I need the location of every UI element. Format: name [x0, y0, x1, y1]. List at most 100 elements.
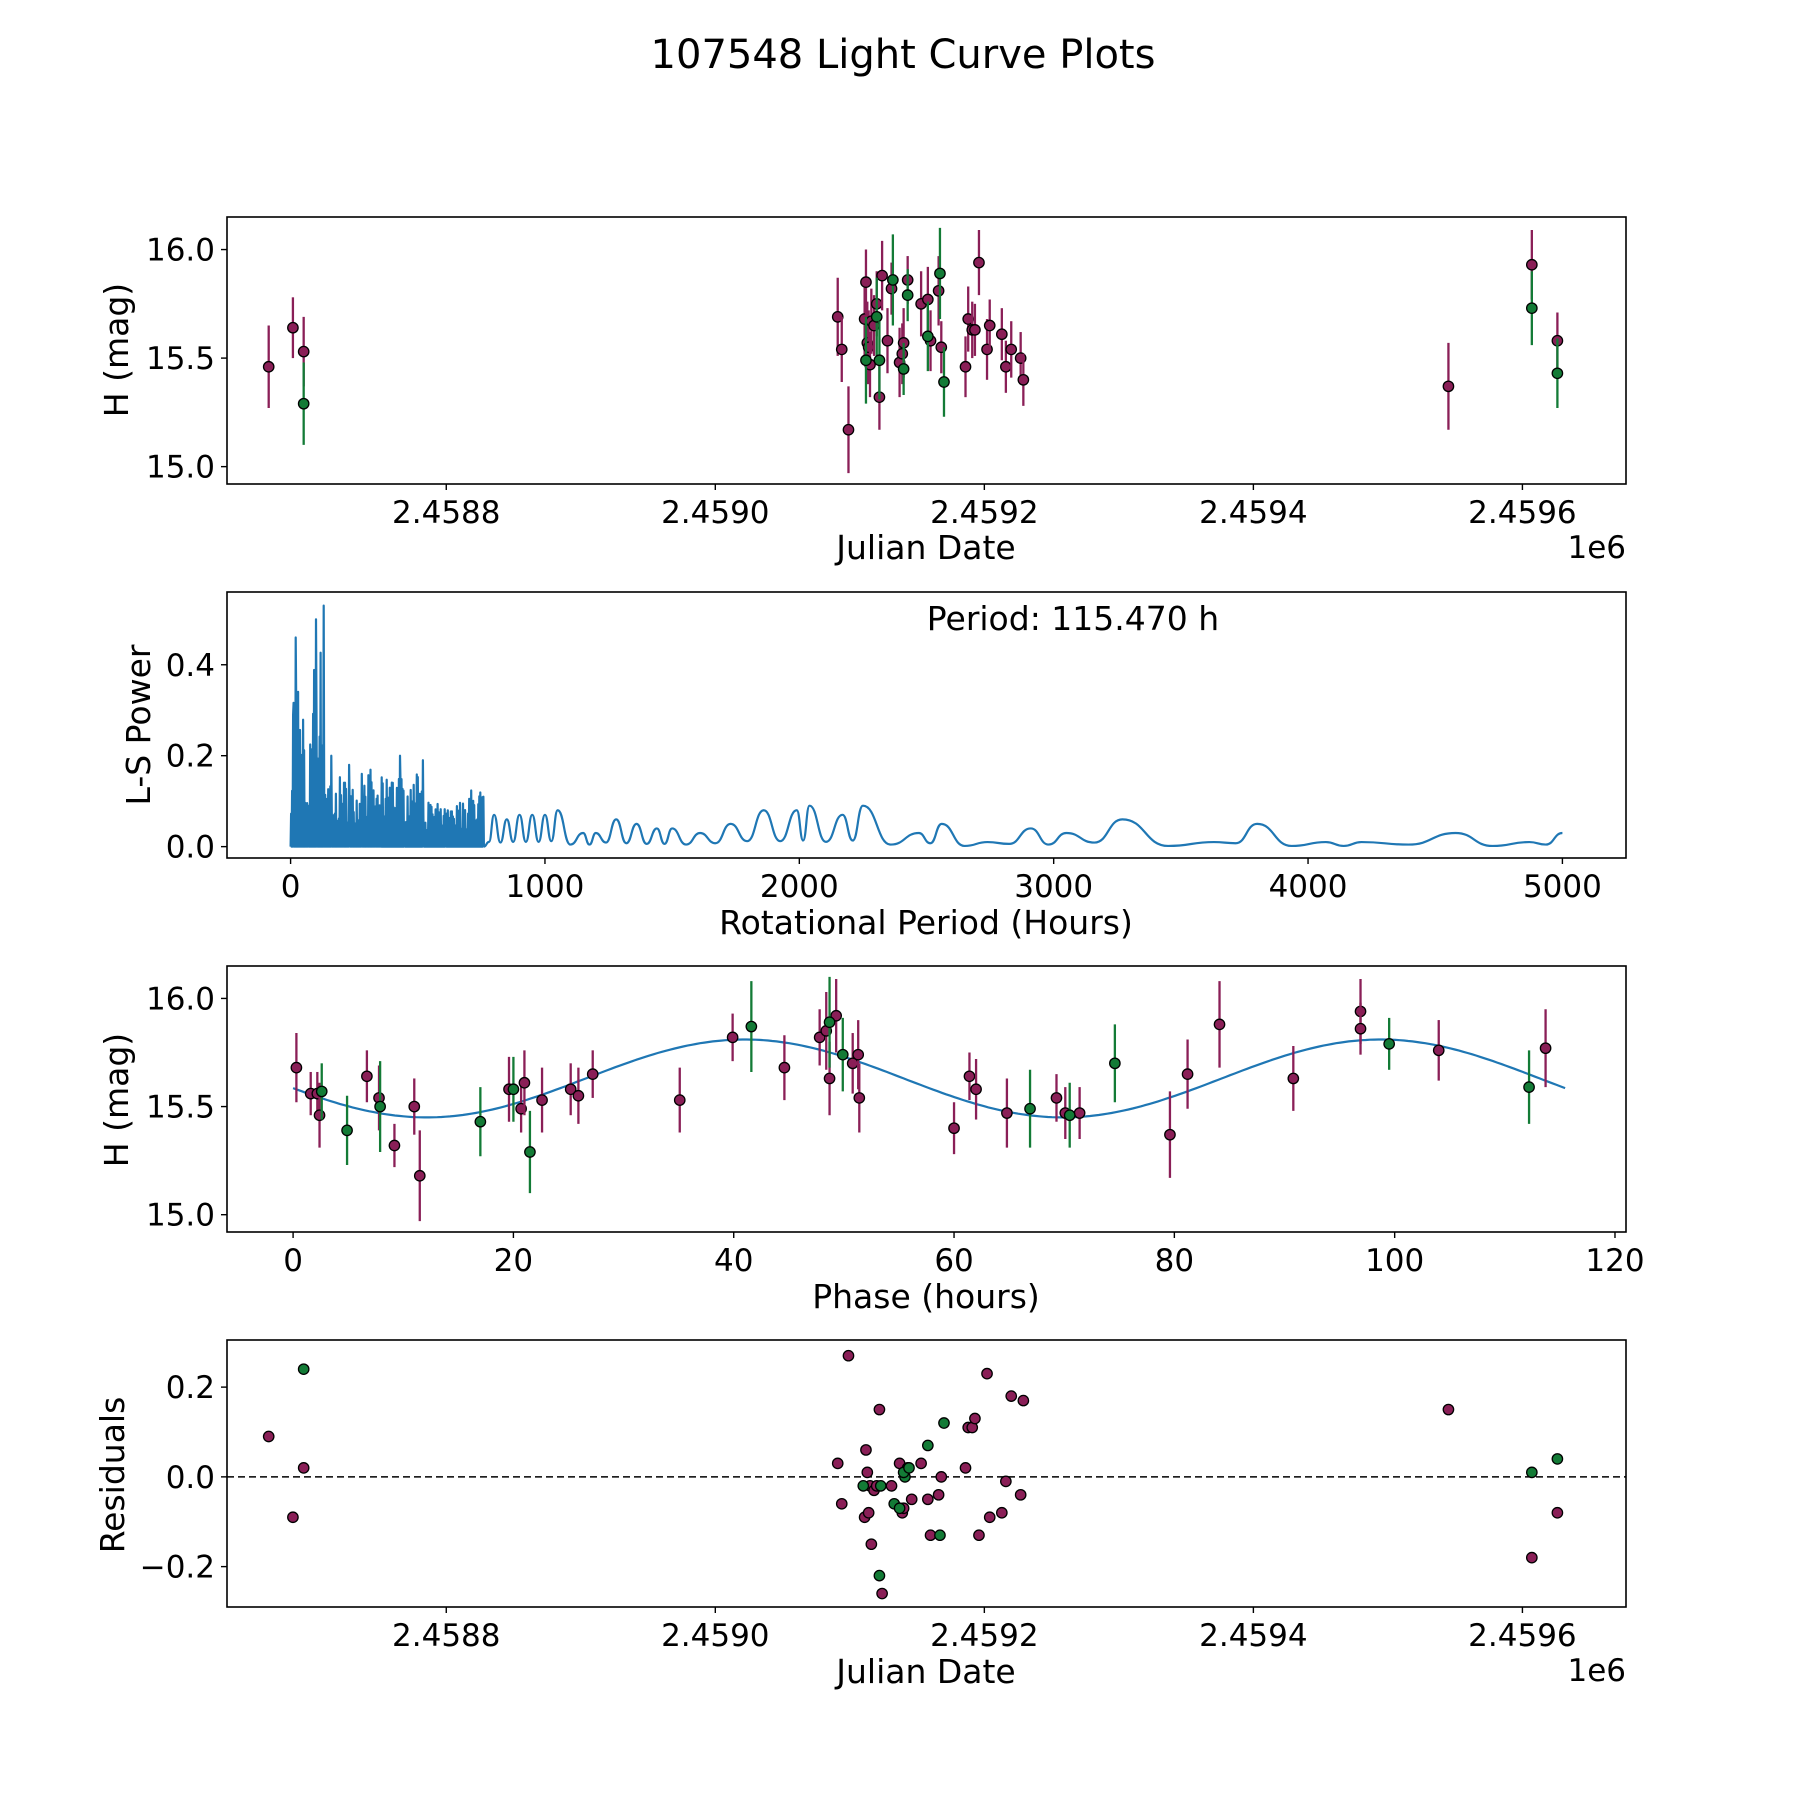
data-point-filter_b [1525, 302, 1538, 315]
data-point-filter_a [873, 1403, 886, 1416]
data-point-filter_b [1383, 1038, 1396, 1050]
phased-ylabel: H (mag) [97, 1033, 136, 1167]
data-point-filter_a [518, 1076, 531, 1089]
x-tick-label: 2.4592 [930, 495, 1038, 531]
data-point-filter_b [823, 1016, 836, 1029]
data-point-filter_b [873, 354, 886, 367]
x-tick-label: 0 [283, 1243, 303, 1279]
data-point-filter_a [915, 1457, 927, 1470]
data-point-filter_b [1525, 1466, 1538, 1479]
x-tick-label: 2000 [760, 869, 839, 905]
data-point-filter_a [262, 360, 275, 373]
y-tick-label: −0.2 [140, 1550, 215, 1586]
data-point-filter_a [860, 1444, 872, 1456]
data-point-filter_b [873, 1569, 886, 1582]
data-point-filter_a [853, 1092, 866, 1104]
y-tick-label: 15.5 [146, 341, 215, 377]
period-annotation: Period: 115.470 h [927, 599, 1219, 638]
data-point-filter_a [1014, 1488, 1027, 1501]
y-tick-label: 0.2 [166, 739, 215, 775]
data-point-filter_a [1213, 1018, 1226, 1031]
data-point-filter_a [962, 313, 975, 325]
data-point-filter_b [1109, 1057, 1121, 1070]
x-tick-label: 2.4588 [392, 1618, 500, 1654]
data-point-filter_b [745, 1020, 758, 1033]
data-point-filter_b [901, 289, 914, 301]
x-tick-label: 2.4594 [1199, 1618, 1307, 1654]
data-point-filter_a [1525, 258, 1538, 271]
data-point-filter_a [1354, 1022, 1367, 1035]
data-point-filter_b [934, 1529, 946, 1542]
data-point-filter_a [932, 1488, 945, 1501]
data-point-filter_b [921, 330, 934, 343]
data-point-filter_a [1000, 360, 1012, 373]
periodogram-xlabel: Rotational Period (Hours) [719, 903, 1133, 942]
data-point-filter_a [1005, 343, 1018, 356]
data-point-filter_a [932, 284, 945, 297]
panel-residuals: Julian Date Residuals 1e6 2.4588 2.4590 2.… [93, 1339, 1627, 1691]
data-point-filter_a [842, 423, 855, 436]
data-point-filter_b [1551, 1453, 1564, 1465]
x-tick-label: 1000 [506, 869, 585, 905]
y-tick-label: 16.0 [146, 981, 215, 1017]
data-point-filter_a [388, 1139, 401, 1152]
data-point-filter_b [938, 1417, 950, 1429]
data-point-filter_a [536, 1094, 548, 1106]
data-point-filter_b [893, 1502, 906, 1515]
data-point-filter_a [1551, 1506, 1564, 1519]
data-point-filter_b [524, 1146, 536, 1158]
data-point-filter_b [921, 1439, 934, 1452]
data-point-filter_a [969, 324, 981, 336]
y-tick-label: 0.0 [166, 830, 215, 866]
periodogram-ylabel: L-S Power [119, 644, 158, 805]
data-point-filter_b [474, 1115, 487, 1128]
data-point-filter_a [413, 1169, 426, 1182]
data-point-filter_a [1442, 380, 1455, 393]
figure-title: 107548 Light Curve Plots [651, 32, 1156, 78]
data-point-filter_a [408, 1100, 421, 1113]
data-point-filter_a [778, 1061, 791, 1074]
x-tick-label: 100 [1365, 1243, 1424, 1279]
data-point-filter_a [981, 1367, 993, 1380]
data-point-filter_a [297, 1462, 310, 1474]
phased-xlabel: Phase (hours) [812, 1277, 1040, 1316]
data-point-filter_a [1000, 1475, 1012, 1488]
model-curve [292, 1038, 1566, 1119]
data-point-filter_a [1073, 1107, 1086, 1119]
data-point-filter_a [297, 345, 310, 358]
y-tick-label: 15.5 [146, 1090, 215, 1126]
data-point-filter_a [361, 1070, 373, 1083]
y-tick-label: 0.2 [166, 1370, 215, 1406]
data-point-filter_a [963, 1070, 976, 1083]
data-point-filter_a [852, 1048, 865, 1061]
data-point-filter_b [860, 354, 872, 367]
lightcurve-xlabel: Julian Date [834, 528, 1016, 567]
data-point-filter_a [262, 1430, 275, 1443]
data-point-filter_a [290, 1061, 303, 1074]
data-point-filter_a [287, 321, 299, 334]
data-point-filter_b [341, 1124, 353, 1137]
phased-frame [226, 965, 1627, 1233]
data-point-filter_b [836, 1048, 849, 1061]
y-tick-label: 0.0 [166, 1460, 215, 1496]
data-point-filter_a [564, 1083, 577, 1096]
data-point-filter_a [881, 334, 894, 347]
data-point-filter_a [921, 1493, 934, 1506]
x-tick-label: 60 [934, 1243, 973, 1279]
data-point-filter_a [1164, 1128, 1176, 1141]
data-point-filter_a [905, 1493, 918, 1506]
data-point-filter_a [1432, 1044, 1445, 1057]
residuals-offset-label: 1e6 [1567, 1653, 1626, 1689]
x-tick-label: 5000 [1523, 869, 1602, 905]
x-tick-label: 80 [1155, 1243, 1194, 1279]
data-point-filter_a [995, 328, 1008, 341]
data-point-filter_a [860, 276, 872, 288]
data-point-filter_b [374, 1100, 386, 1113]
x-tick-label: 0 [281, 869, 301, 905]
data-point-filter_a [1017, 373, 1030, 386]
data-point-filter_a [973, 256, 985, 269]
data-point-filter_a [835, 1497, 848, 1510]
y-tick-label: 15.0 [146, 450, 215, 486]
panel-periodogram: Period: 115.470 h Rotational Period (Hou… [119, 591, 1627, 942]
panel-phased: Phase (hours) H (mag) 0 20 40 60 80 100 120 15.… [97, 965, 1645, 1316]
